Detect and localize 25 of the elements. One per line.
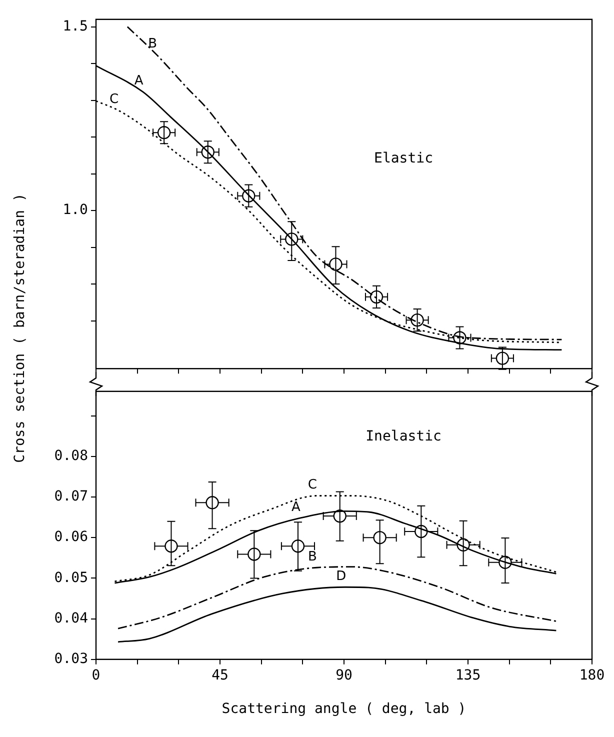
x-tick-label: 90 (336, 667, 352, 684)
series-label: B (308, 550, 317, 565)
y-tick-label: 0.08 (54, 448, 88, 464)
line-series (117, 586, 557, 643)
series-label: A (134, 74, 144, 89)
annotation: Elastic (374, 150, 434, 167)
x-tick-label: 180 (579, 667, 605, 684)
y-tick-label: 0.04 (54, 610, 88, 626)
x-tick-label: 135 (455, 667, 481, 684)
x-tick-label: 45 (212, 667, 228, 684)
series-label: C (308, 478, 317, 493)
y-tick-label: 1.5 (62, 18, 88, 34)
y-tick-label: 0.07 (54, 488, 88, 505)
series-label: D (336, 568, 346, 584)
y-tick-label: 0.05 (54, 570, 88, 586)
y-tick-label: 1.0 (62, 202, 88, 218)
y-axis-title: Cross section ( barn/steradian ) (12, 193, 28, 463)
series-label: A (291, 500, 300, 515)
series-label: C (110, 92, 119, 108)
series-label: B (148, 36, 158, 52)
annotation: Inelastic (366, 428, 442, 445)
y-tick-label: 0.06 (54, 529, 88, 546)
x-axis-title: Scattering angle ( deg, lab ) (222, 701, 466, 718)
x-tick-label: 0 (92, 667, 100, 684)
y-tick-label: 0.03 (54, 651, 88, 668)
